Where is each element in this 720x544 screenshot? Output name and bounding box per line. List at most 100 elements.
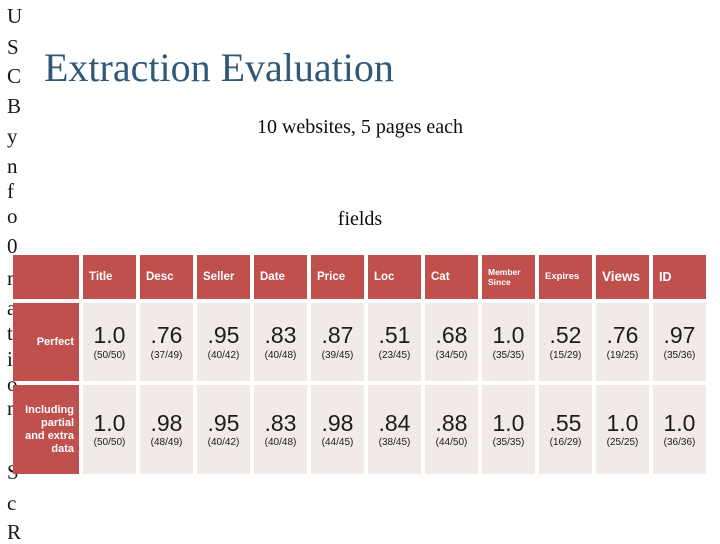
- metric-fraction: (35/35): [492, 437, 525, 449]
- row-label-including-partial: Including partial and extra data: [13, 385, 79, 474]
- metric-cell-partial-views: 1.0 (25/25): [596, 385, 649, 474]
- metric-fraction: (50/50): [93, 349, 126, 361]
- metric-value: .83: [264, 322, 297, 349]
- metric-cell-partial-expires: .55 (16/29): [539, 385, 592, 474]
- left-edge-char: i: [7, 347, 13, 371]
- metric-value: 1.0: [93, 322, 126, 349]
- metric-cell-perfect-loc: .51 (23/45): [368, 303, 421, 381]
- metric-value: .88: [435, 409, 468, 436]
- metric-fraction: (36/36): [663, 437, 696, 449]
- metric-fraction: (39/45): [321, 349, 354, 361]
- column-header-views: Views: [596, 255, 649, 299]
- metric-value: 1.0: [606, 409, 639, 436]
- left-edge-char: 0: [7, 234, 18, 258]
- left-edge-char: n: [7, 154, 18, 178]
- left-edge-char: f: [7, 179, 14, 203]
- metric-cell-perfect-views: .76 (19/25): [596, 303, 649, 381]
- fields-caption: fields: [337, 208, 383, 230]
- metric-cell-partial-cat: .88 (44/50): [425, 385, 478, 474]
- metric-cell-perfect-seller: .95 (40/42): [197, 303, 250, 381]
- metric-cell-partial-member-since: 1.0 (35/35): [482, 385, 535, 474]
- metric-cell-perfect-member-since: 1.0 (35/35): [482, 303, 535, 381]
- left-edge-char: U: [7, 4, 23, 28]
- left-edge-char: a: [7, 296, 17, 320]
- metric-value: .87: [321, 322, 354, 349]
- metric-fraction: (16/29): [549, 437, 582, 449]
- evaluation-table: Title Desc Seller Date Price Loc Cat Mem…: [13, 255, 706, 474]
- metric-cell-perfect-expires: .52 (15/29): [539, 303, 592, 381]
- column-header-expires: Expires: [539, 255, 592, 299]
- metric-fraction: (38/45): [378, 437, 411, 449]
- column-header-loc: Loc: [368, 255, 421, 299]
- left-edge-char: n: [7, 398, 18, 419]
- column-header-id: ID: [653, 255, 706, 299]
- metric-fraction: (44/45): [321, 437, 354, 449]
- metric-value: .97: [663, 322, 696, 349]
- metric-value: 1.0: [93, 409, 126, 436]
- metric-value: .76: [150, 322, 183, 349]
- left-edge-char: C: [7, 64, 22, 88]
- metric-fraction: (19/25): [606, 349, 639, 361]
- metric-cell-perfect-desc: .76 (37/49): [140, 303, 193, 381]
- metric-value: .52: [549, 322, 582, 349]
- metric-fraction: (40/48): [264, 437, 297, 449]
- column-header-seller: Seller: [197, 255, 250, 299]
- left-edge-char: R: [7, 520, 22, 544]
- metric-cell-partial-title: 1.0 (50/50): [83, 385, 136, 474]
- left-edge-char: B: [7, 94, 22, 118]
- metric-fraction: (40/42): [207, 437, 240, 449]
- metric-cell-partial-price: .98 (44/45): [311, 385, 364, 474]
- slide-title: Extraction Evaluation: [44, 45, 394, 90]
- metric-fraction: (35/36): [663, 349, 696, 361]
- metric-fraction: (25/25): [606, 437, 639, 449]
- left-edge-char: S: [7, 35, 19, 59]
- metric-fraction: (44/50): [435, 437, 468, 449]
- metric-fraction: (37/49): [150, 349, 183, 361]
- metric-fraction: (15/29): [549, 349, 582, 361]
- metric-fraction: (34/50): [435, 349, 468, 361]
- left-edge-char: t: [7, 321, 13, 345]
- metric-fraction: (35/35): [492, 349, 525, 361]
- column-header-title: Title: [83, 255, 136, 299]
- left-edge-char: S: [7, 462, 19, 483]
- metric-fraction: (40/42): [207, 349, 240, 361]
- metric-cell-partial-date: .83 (40/48): [254, 385, 307, 474]
- metric-cell-partial-desc: .98 (48/49): [140, 385, 193, 474]
- metric-value: 1.0: [663, 409, 696, 436]
- left-edge-char: y: [7, 124, 18, 148]
- left-edge-char: c: [7, 491, 17, 515]
- metric-cell-perfect-cat: .68 (34/50): [425, 303, 478, 381]
- column-header-date: Date: [254, 255, 307, 299]
- left-edge-char: o: [7, 204, 18, 228]
- metric-value: .55: [549, 409, 582, 436]
- row-label-perfect: Perfect: [13, 303, 79, 381]
- metric-value: 1.0: [492, 322, 525, 349]
- metric-value: .84: [378, 409, 411, 436]
- metric-value: .98: [150, 409, 183, 436]
- metric-value: .68: [435, 322, 468, 349]
- metric-cell-perfect-date: .83 (40/48): [254, 303, 307, 381]
- metric-value: .95: [207, 409, 240, 436]
- column-header-desc: Desc: [140, 255, 193, 299]
- metric-cell-perfect-price: .87 (39/45): [311, 303, 364, 381]
- metric-cell-partial-id: 1.0 (36/36): [653, 385, 706, 474]
- metric-value: .51: [378, 322, 411, 349]
- metric-cell-partial-seller: .95 (40/42): [197, 385, 250, 474]
- metric-value: .76: [606, 322, 639, 349]
- column-header-member-since: Member Since: [482, 255, 535, 299]
- left-edge-char: o: [7, 372, 18, 396]
- metric-value: .83: [264, 409, 297, 436]
- metric-value: .95: [207, 322, 240, 349]
- metric-fraction: (50/50): [93, 437, 126, 449]
- slide-subtitle: 10 websites, 5 pages each: [256, 116, 464, 138]
- metric-fraction: (40/48): [264, 349, 297, 361]
- metric-fraction: (23/45): [378, 349, 411, 361]
- metric-cell-perfect-id: .97 (35/36): [653, 303, 706, 381]
- table-corner-cell: [13, 255, 79, 299]
- metric-cell-partial-loc: .84 (38/45): [368, 385, 421, 474]
- column-header-cat: Cat: [425, 255, 478, 299]
- metric-fraction: (48/49): [150, 437, 183, 449]
- metric-value: .98: [321, 409, 354, 436]
- column-header-price: Price: [311, 255, 364, 299]
